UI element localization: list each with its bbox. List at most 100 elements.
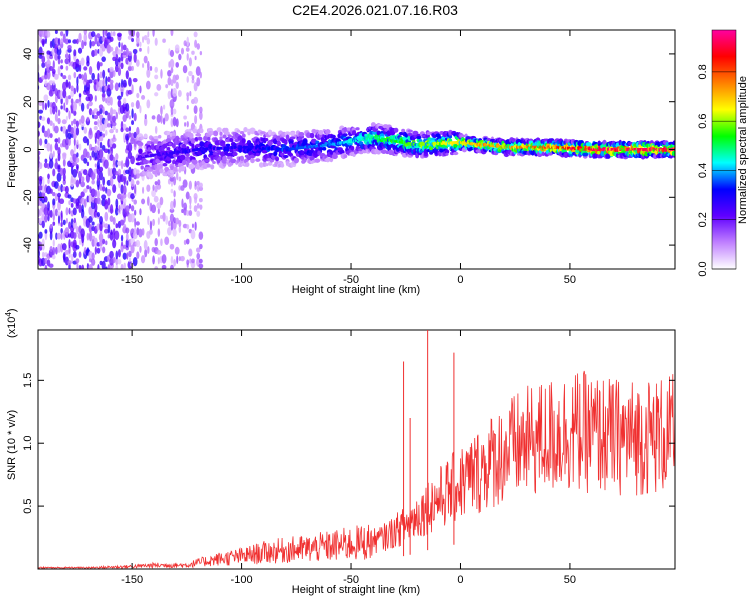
spectrogram-cell xyxy=(170,264,174,269)
spectrogram-cell xyxy=(210,164,215,170)
spectrogram-cell xyxy=(75,98,80,104)
spectrogram-cell xyxy=(96,212,100,218)
spectrogram-ridge-cell xyxy=(165,152,168,156)
spectrogram-cell xyxy=(196,252,201,260)
spectrogram-cell xyxy=(68,207,71,215)
spectrogram-cell xyxy=(120,234,124,242)
spectrogram-cell xyxy=(102,77,105,87)
spectrogram-ridge-cell xyxy=(496,144,499,148)
spectrogram-y-tick-label: 0 xyxy=(22,146,34,152)
spectrogram-cell xyxy=(322,146,327,151)
spectrogram-cell xyxy=(67,194,72,199)
spectrogram-cell xyxy=(191,143,195,149)
spectrogram-cell xyxy=(111,137,117,143)
spectrogram-cell xyxy=(198,263,204,269)
spectrogram-cell xyxy=(130,205,135,212)
spectrogram-cell xyxy=(44,102,48,111)
spectrogram-cell xyxy=(170,30,174,37)
spectrogram-cell xyxy=(142,63,145,68)
spectrogram-x-tick-label: 50 xyxy=(564,274,576,286)
spectrogram-cell xyxy=(154,238,158,247)
snr-y-tick-label: 0.5 xyxy=(22,498,34,513)
spectrogram-cell xyxy=(118,82,121,88)
spectrogram-cell xyxy=(52,198,56,206)
spectrogram-ridge-cell xyxy=(344,140,347,144)
spectrogram-cell xyxy=(116,161,122,166)
spectrogram-cell xyxy=(71,120,74,126)
spectrogram-cell xyxy=(39,241,42,248)
spectrogram-cell xyxy=(196,77,201,87)
spectrogram-cell xyxy=(154,125,158,134)
spectrogram-cell xyxy=(107,197,111,206)
spectrogram-cell xyxy=(107,94,111,104)
spectrogram-ridge-cell xyxy=(267,147,270,151)
spectrogram-cell xyxy=(141,186,145,194)
spectrogram-cell xyxy=(54,246,58,255)
spectrogram-ridge-cell xyxy=(519,145,522,149)
spectrogram-x-tick-label: 0 xyxy=(457,274,463,286)
colorbar-tick-label: 0.2 xyxy=(697,212,709,227)
spectrogram-cell xyxy=(109,257,114,266)
spectrogram-cell xyxy=(42,176,45,187)
spectrogram-cell xyxy=(81,74,84,81)
spectrogram-x-tick-label: -150 xyxy=(121,274,143,286)
spectrogram-cell xyxy=(181,208,184,214)
spectrogram-cell xyxy=(78,264,82,269)
spectrogram-cell xyxy=(76,261,79,269)
spectrogram-cell xyxy=(157,217,160,225)
spectrogram-ridge-cell xyxy=(137,155,140,159)
spectrogram-cell xyxy=(98,149,104,159)
spectrogram-cell xyxy=(173,198,176,209)
spectrogram-cell xyxy=(154,66,158,73)
spectrogram-cell xyxy=(133,53,137,63)
spectrogram-cell xyxy=(283,154,289,159)
spectrogram-cell xyxy=(78,32,82,43)
spectrogram-cell xyxy=(78,73,82,79)
spectrogram-cell xyxy=(86,161,90,167)
spectrogram-cell xyxy=(310,138,317,144)
spectrogram-ridge-cell xyxy=(314,144,317,148)
spectrogram-cell xyxy=(105,199,108,205)
spectrogram-cell xyxy=(115,53,119,60)
spectrogram-cell xyxy=(376,130,381,136)
spectrogram-cell xyxy=(193,205,198,212)
spectrogram-cell xyxy=(188,210,193,216)
spectrogram-cell xyxy=(99,141,103,149)
spectrogram-cell xyxy=(49,54,54,60)
spectrogram-cell xyxy=(307,152,314,156)
spectrogram-cell xyxy=(64,38,70,45)
spectrogram-cell xyxy=(303,156,307,163)
spectrogram-cell xyxy=(48,249,54,258)
spectrogram-cell xyxy=(118,41,121,48)
snr-y-label: SNR (10 * v/v) xyxy=(6,410,18,480)
spectrogram-ridge-cell xyxy=(291,147,294,151)
spectrogram-ridge-cell xyxy=(573,147,576,151)
spectrogram-ridge-cell xyxy=(571,146,575,150)
spectrogram-cell xyxy=(191,223,194,229)
spectrogram-cell xyxy=(54,125,59,134)
spectrogram-cell xyxy=(54,73,59,80)
spectrogram-ridge-cell xyxy=(473,142,477,146)
spectrogram-cell xyxy=(47,99,50,108)
spectrogram-cell xyxy=(284,131,291,137)
spectrogram-ridge-cell xyxy=(309,145,312,149)
spectrogram-cell xyxy=(186,224,190,230)
spectrogram-cell xyxy=(54,208,58,217)
spectrogram-cell xyxy=(96,247,101,254)
spectrogram-cell xyxy=(86,247,90,255)
spectrogram-cell xyxy=(146,140,152,145)
spectrogram-cell xyxy=(73,217,77,224)
spectrogram-cells xyxy=(38,30,675,269)
spectrogram-ridge-cell xyxy=(454,141,457,145)
spectrogram-cell xyxy=(298,131,305,137)
spectrogram-ridge-cell xyxy=(395,139,398,143)
spectrogram-ridge-cell xyxy=(365,137,368,141)
spectrogram-cell xyxy=(186,75,189,83)
spectrogram-cell xyxy=(68,200,71,205)
spectrogram-cell xyxy=(175,61,180,68)
spectrogram-cell xyxy=(102,106,105,115)
spectrogram-ridge-cell xyxy=(188,149,191,153)
spectrogram-cell xyxy=(229,137,234,143)
spectrogram-cell xyxy=(185,238,190,245)
spectrogram-cell xyxy=(78,239,82,246)
